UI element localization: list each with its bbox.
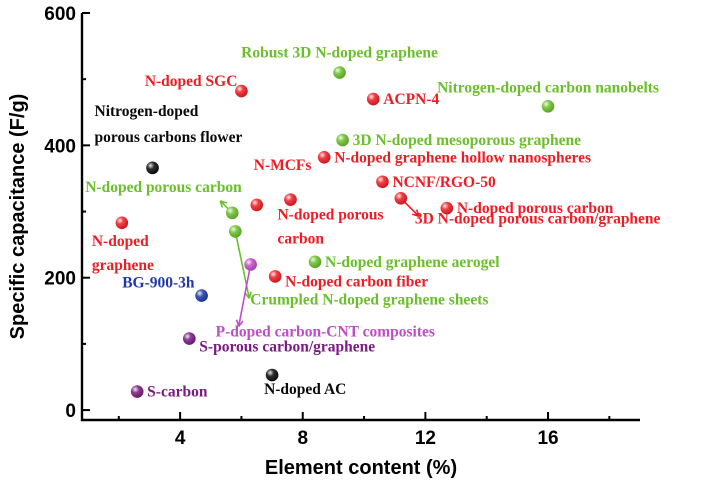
data-point-label: N-MCFs — [254, 157, 312, 174]
data-point — [268, 270, 282, 283]
data-point — [308, 255, 322, 269]
data-point — [183, 332, 196, 345]
data-point — [333, 66, 346, 79]
data-point — [336, 133, 349, 147]
data-point-label: N-doped graphene aerogel — [325, 254, 500, 271]
data-point-label: P-doped carbon-CNT composites — [216, 323, 435, 340]
data-point-label: N-doped graphene hollow nanospheres — [334, 149, 591, 166]
y-axis-title: Specific capacitance (F/g) — [7, 94, 29, 340]
data-point-label: 3D N-doped porous carbon/graphene — [415, 210, 661, 227]
data-point-highlight — [146, 161, 159, 175]
data-point-label: N-doped porous carbon — [85, 179, 242, 196]
data-point — [376, 175, 389, 189]
data-point-highlight — [440, 201, 454, 215]
data-point-label-line: carbon — [277, 231, 324, 248]
data-point-label: Crumpled N-doped graphene sheets — [250, 291, 488, 308]
data-point-highlight — [130, 385, 144, 398]
y-tick-label: 0 — [65, 401, 76, 422]
y-tick-label: 400 — [44, 136, 76, 157]
data-point-highlight — [244, 258, 257, 271]
data-point-highlight — [115, 216, 129, 230]
data-point — [440, 201, 454, 215]
data-point-highlight — [394, 192, 408, 205]
data-point-label: N-doped carbon fiber — [285, 273, 428, 290]
data-point — [115, 216, 129, 230]
data-point-highlight — [250, 198, 264, 212]
data-point-label: BG-900-3h — [122, 275, 195, 292]
data-point-highlight — [228, 225, 242, 238]
data-point-label: 3D N-doped mesoporous graphene — [353, 132, 581, 149]
data-point-label-line: N-doped — [92, 233, 149, 250]
data-point-highlight — [308, 255, 322, 269]
data-point — [235, 84, 248, 98]
data-point-highlight — [366, 92, 380, 106]
data-point — [250, 198, 264, 212]
data-point-label: N-doped graphene — [92, 233, 154, 274]
data-point-label: Nitrogen-doped carbon nanobelts — [437, 79, 659, 96]
data-point-highlight — [195, 289, 208, 302]
y-tick-label: 200 — [44, 269, 76, 290]
data-point-highlight — [333, 66, 346, 79]
data-point-label-line: porous carbons flower — [95, 129, 243, 146]
data-point-highlight — [317, 150, 331, 164]
data-point-highlight — [183, 332, 196, 345]
data-point-highlight — [268, 270, 282, 283]
x-axis-title: Element content (%) — [265, 457, 457, 479]
data-point-highlight — [284, 193, 297, 206]
data-point-label: Robust 3D N-doped graphene — [241, 45, 438, 62]
data-point-label-line: N-doped porous — [277, 207, 383, 224]
data-point — [228, 225, 242, 238]
data-point — [317, 150, 331, 164]
arrowhead — [219, 200, 228, 208]
axes: 4 8 12 16 0 200 400 600 — [44, 4, 640, 449]
data-point-label: ACPN-4 — [383, 91, 439, 108]
data-point — [195, 289, 208, 302]
data-point-highlight — [225, 206, 239, 220]
y-tick-label: 600 — [44, 4, 76, 25]
data-point-label: S-porous carbon/graphene — [199, 339, 375, 356]
x-tick-label: 16 — [537, 428, 558, 449]
data-point-label-line: graphene — [92, 257, 154, 274]
data-point — [146, 161, 159, 175]
data-point — [284, 193, 297, 206]
data-point-highlight — [541, 100, 555, 113]
data-point-label: N-doped porous carbon — [457, 200, 614, 217]
data-point — [130, 385, 144, 398]
x-tick-label: 4 — [175, 428, 186, 449]
leader-line — [237, 264, 252, 327]
x-tick-label: 8 — [297, 428, 308, 449]
arrowhead — [411, 209, 420, 218]
data-point — [244, 258, 257, 271]
data-points — [115, 66, 555, 398]
data-point-label-line: Nitrogen-doped — [95, 103, 199, 120]
data-point-highlight — [376, 175, 389, 189]
data-point — [265, 368, 279, 382]
data-point — [394, 192, 408, 205]
data-point-label: S-carbon — [147, 384, 208, 401]
x-tick-label: 12 — [415, 428, 436, 449]
data-point-label: N-doped SGC — [145, 73, 238, 90]
data-point — [541, 100, 555, 113]
data-point-highlight — [336, 133, 349, 147]
data-point — [366, 92, 380, 106]
data-point-highlight — [265, 368, 279, 382]
data-point-label: N-doped porous carbon — [277, 207, 383, 248]
data-point-highlight — [235, 84, 248, 98]
data-point-label: NCNF/RGO-50 — [392, 174, 496, 191]
arrowhead — [235, 319, 244, 327]
data-point-label: Nitrogen-doped porous carbons flower — [95, 103, 243, 146]
data-point-label: N-doped AC — [264, 381, 346, 398]
axis-frame — [80, 13, 640, 422]
data-point — [225, 206, 239, 220]
